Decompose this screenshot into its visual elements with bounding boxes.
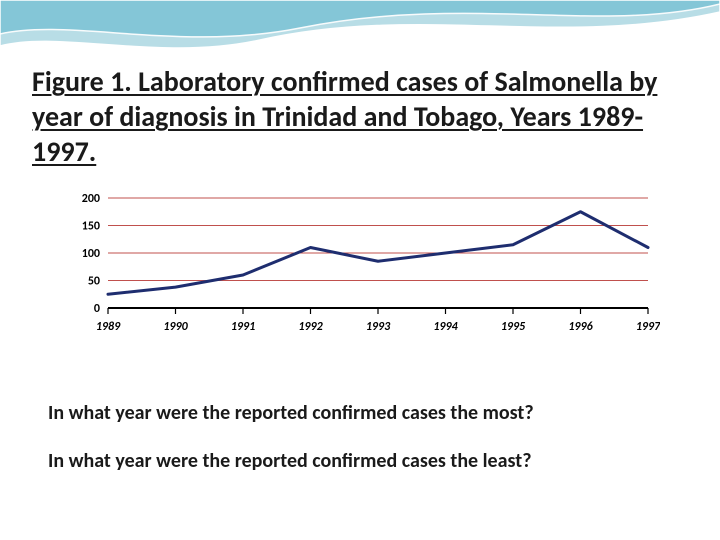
x-tick-label: 1993 xyxy=(366,320,391,334)
y-tick-label: 50 xyxy=(88,275,100,289)
wave-front xyxy=(0,0,720,37)
wave-back xyxy=(0,0,720,48)
x-tick-label: 1996 xyxy=(568,320,592,334)
x-tick-label: 1991 xyxy=(231,320,255,334)
figure-title: Figure 1. Laboratory confirmed cases of … xyxy=(32,64,688,169)
x-tick-label: 1997 xyxy=(636,320,660,334)
questions-block: In what year were the reported confirmed… xyxy=(48,400,672,496)
question-most: In what year were the reported confirmed… xyxy=(48,400,672,426)
x-tick-label: 1992 xyxy=(298,320,323,334)
y-tick-label: 0 xyxy=(94,302,100,316)
chart-container: 0 50 100 150 200 1989 1990 1991 1992 1993 1994 1995… xyxy=(60,190,660,350)
y-tick-label: 200 xyxy=(82,192,100,206)
x-tick-label: 1990 xyxy=(163,320,188,334)
x-tick-label: 1989 xyxy=(96,320,121,334)
y-tick-label: 150 xyxy=(82,220,100,234)
x-tick-label: 1995 xyxy=(501,320,525,334)
x-tick-label: 1994 xyxy=(433,320,458,334)
figure-title-block: Figure 1. Laboratory confirmed cases of … xyxy=(32,64,688,169)
y-tick-label: 100 xyxy=(82,247,100,261)
question-least: In what year were the reported confirmed… xyxy=(48,448,672,474)
line-chart: 0 50 100 150 200 1989 1990 1991 1992 1993 1994 1995… xyxy=(60,190,660,350)
slide: { "title": "Figure 1. Laboratory confirm… xyxy=(0,0,720,540)
